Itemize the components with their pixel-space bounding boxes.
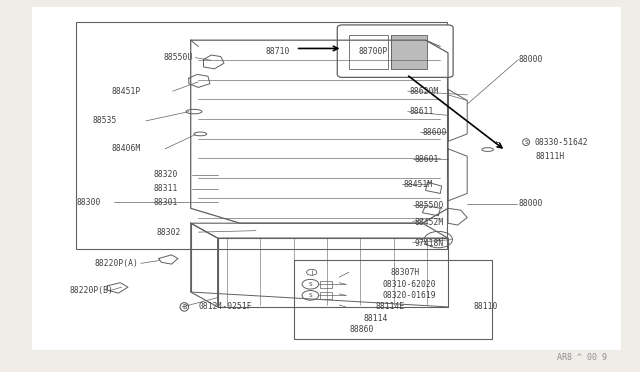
Bar <box>391 35 427 69</box>
Text: S: S <box>308 282 312 287</box>
Text: B: B <box>182 304 186 310</box>
Text: 88700P: 88700P <box>358 47 388 56</box>
Text: 08124-0251F: 08124-0251F <box>198 302 252 311</box>
Text: 88111H: 88111H <box>536 152 565 161</box>
Text: 88110: 88110 <box>474 302 498 311</box>
Text: 88320: 88320 <box>154 170 178 179</box>
Text: 88220P(A): 88220P(A) <box>95 259 139 268</box>
Text: 88311: 88311 <box>154 184 178 193</box>
Text: 88301: 88301 <box>154 198 178 207</box>
Text: 88114E: 88114E <box>375 302 404 311</box>
Text: 88451P: 88451P <box>112 87 141 96</box>
Text: 88600: 88600 <box>422 128 447 137</box>
Text: 88710: 88710 <box>266 47 290 56</box>
Text: 08320-01619: 08320-01619 <box>383 291 436 300</box>
Text: 88451M: 88451M <box>403 180 433 189</box>
Text: 88000: 88000 <box>518 199 543 208</box>
Text: 88620M: 88620M <box>410 87 439 96</box>
Text: 08330-51642: 08330-51642 <box>534 138 588 147</box>
Text: 88300: 88300 <box>77 198 101 207</box>
Bar <box>349 35 388 69</box>
Bar <box>320 281 332 288</box>
Text: S: S <box>308 293 312 298</box>
Text: 88000: 88000 <box>518 55 543 64</box>
Text: 88302: 88302 <box>157 228 181 237</box>
Text: 88550Q: 88550Q <box>415 201 444 210</box>
Text: 88114: 88114 <box>364 314 388 323</box>
Bar <box>294 260 492 339</box>
Text: 97418N: 97418N <box>415 239 444 248</box>
Text: 88406M: 88406M <box>112 144 141 153</box>
Text: 88452M: 88452M <box>415 218 444 227</box>
Text: 88601: 88601 <box>415 155 439 164</box>
Bar <box>76 22 447 249</box>
Text: 08310-62020: 08310-62020 <box>383 280 436 289</box>
Text: 88220P(B): 88220P(B) <box>69 286 113 295</box>
Text: 88307H: 88307H <box>390 268 420 277</box>
Text: 88611: 88611 <box>410 107 434 116</box>
Bar <box>320 292 332 299</box>
Text: 88860: 88860 <box>349 326 374 334</box>
Text: AR8 ^ 00 9: AR8 ^ 00 9 <box>557 353 607 362</box>
Text: S: S <box>524 140 528 145</box>
Text: 88535: 88535 <box>93 116 117 125</box>
Text: 88550U: 88550U <box>163 53 193 62</box>
FancyBboxPatch shape <box>337 25 453 77</box>
